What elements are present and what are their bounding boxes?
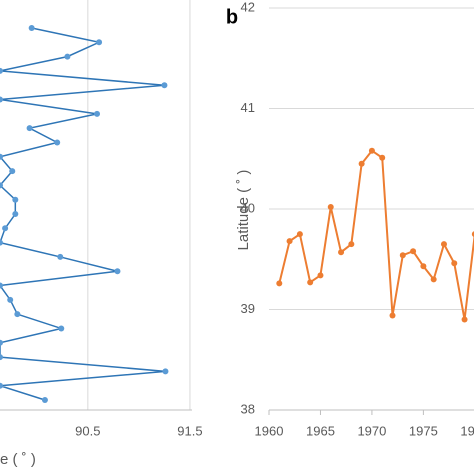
line <box>0 27 166 401</box>
point <box>461 316 468 323</box>
point <box>0 153 3 160</box>
x-tick-label: 1975 <box>409 423 438 438</box>
x-tick-label: 1980 <box>460 423 474 438</box>
point <box>57 253 64 260</box>
point <box>94 110 101 117</box>
x-tick-label: 1960 <box>255 423 284 438</box>
point <box>41 397 48 403</box>
point <box>471 231 474 238</box>
point <box>327 203 334 210</box>
point <box>410 248 417 255</box>
x-tick-label: 1965 <box>306 423 335 438</box>
x-axis-label: e ( ˚ ) <box>0 451 36 468</box>
point <box>14 311 21 318</box>
y-tick-label: 40 <box>241 200 255 215</box>
point <box>358 160 365 167</box>
point <box>338 249 345 256</box>
point <box>0 239 3 246</box>
point <box>12 211 19 217</box>
point <box>451 260 458 267</box>
point <box>0 382 3 389</box>
line <box>278 149 474 320</box>
y-tick-label: 38 <box>241 401 255 416</box>
point <box>64 53 71 60</box>
point <box>368 147 375 154</box>
point <box>96 39 103 46</box>
point <box>296 231 303 238</box>
x-tick-label: 91.5 <box>177 423 202 438</box>
point <box>0 282 3 289</box>
point <box>420 263 427 270</box>
point <box>12 196 19 203</box>
y-tick-label: 39 <box>241 301 255 316</box>
point <box>26 125 33 132</box>
point <box>0 339 3 346</box>
point <box>54 139 61 146</box>
point <box>379 154 386 161</box>
point <box>276 280 283 287</box>
y-tick-label: 41 <box>241 100 255 115</box>
point <box>114 268 121 275</box>
point <box>58 325 65 332</box>
point <box>348 241 355 248</box>
y-tick-label: 42 <box>241 0 255 14</box>
point <box>0 96 3 103</box>
point <box>162 368 169 375</box>
x-tick-label: 90.5 <box>75 423 100 438</box>
point <box>399 252 406 259</box>
point <box>317 272 324 279</box>
point <box>28 25 35 31</box>
point <box>161 82 168 89</box>
point <box>389 312 396 319</box>
point <box>9 168 16 175</box>
y-axis-label: Latitude ( ˚ ) <box>235 170 252 251</box>
x-tick-label: 1970 <box>357 423 386 438</box>
point <box>0 354 3 361</box>
point <box>0 67 3 74</box>
point <box>0 182 3 189</box>
panel-label: b <box>226 6 238 28</box>
point <box>440 241 447 248</box>
point <box>430 276 437 283</box>
point <box>2 225 9 232</box>
point <box>307 279 314 286</box>
point <box>7 296 14 303</box>
point <box>286 238 293 245</box>
